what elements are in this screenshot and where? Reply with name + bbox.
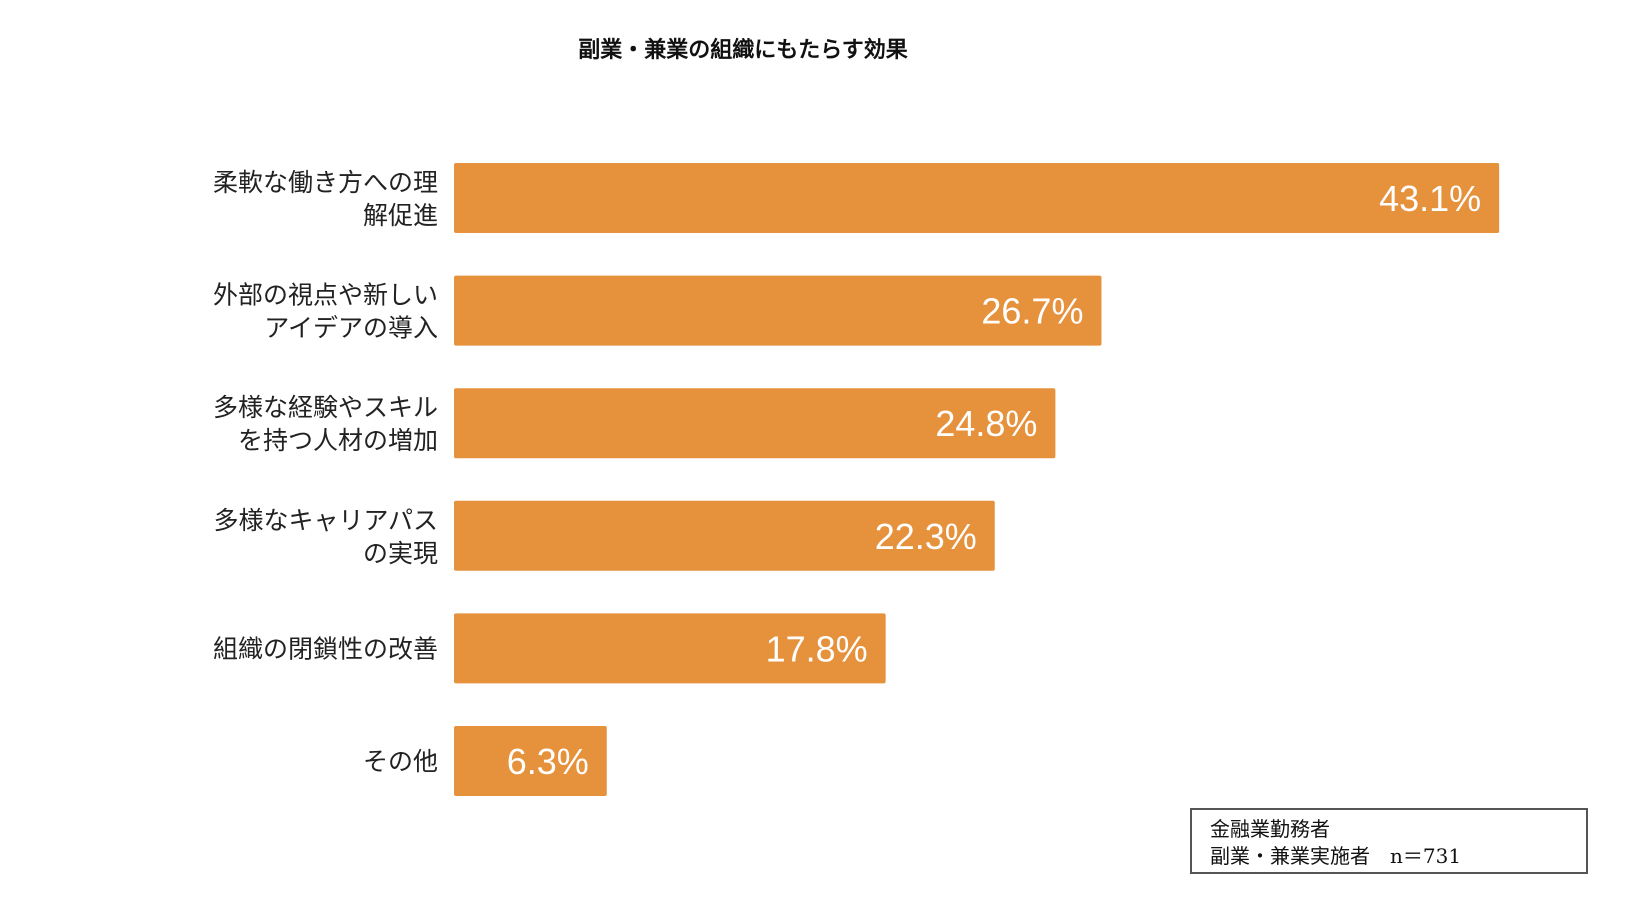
- data-label: 6.3%: [507, 741, 589, 782]
- data-label: 17.8%: [766, 628, 868, 669]
- category-label: を持つ人材の増加: [238, 426, 438, 455]
- chart-title: 副業・兼業の組織にもたらす効果: [578, 37, 908, 63]
- data-label: 43.1%: [1379, 178, 1481, 219]
- bar: [454, 500, 995, 571]
- category-label: その他: [363, 747, 438, 776]
- data-label: 22.3%: [875, 516, 977, 557]
- category-label: 柔軟な働き方への理: [213, 168, 438, 197]
- category-label: 解促進: [363, 201, 438, 230]
- bar: [454, 613, 886, 684]
- note-line-1: 金融業勤務者: [1210, 817, 1330, 841]
- bar: [454, 163, 1500, 233]
- category-label: 組織の閉鎖性の改善: [213, 634, 438, 663]
- note-line-2: 副業・兼業実施者 n＝731: [1210, 844, 1462, 868]
- bar: [454, 726, 607, 796]
- category-label: 外部の視点や新しい: [213, 281, 438, 310]
- data-label: 24.8%: [935, 403, 1037, 444]
- category-label: アイデアの導入: [264, 314, 438, 343]
- sample-note-box: 金融業勤務者 副業・兼業実施者 n＝731: [1190, 808, 1588, 874]
- category-label: 多様な経験やスキル: [213, 393, 438, 422]
- category-label: の実現: [363, 539, 438, 568]
- bar: [454, 388, 1056, 459]
- category-label: 多様なキャリアパス: [213, 506, 438, 535]
- data-label: 26.7%: [981, 291, 1083, 332]
- bar: [454, 275, 1102, 346]
